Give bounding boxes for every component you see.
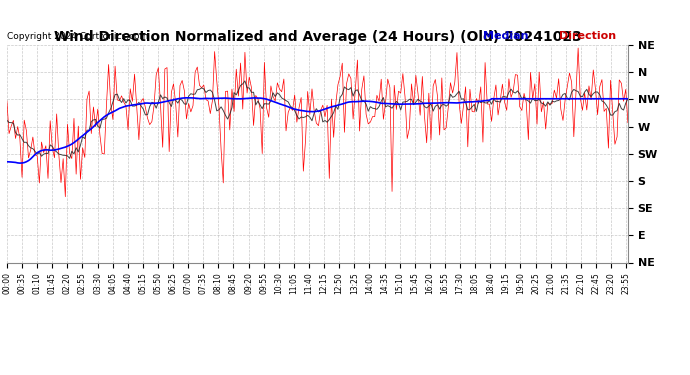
Text: Median: Median [483, 32, 529, 41]
Text: Direction: Direction [559, 32, 616, 41]
Title: Wind Direction Normalized and Average (24 Hours) (Old) 20241023: Wind Direction Normalized and Average (2… [54, 30, 581, 44]
Text: Copyright 2024 Curtronics.com: Copyright 2024 Curtronics.com [7, 32, 148, 41]
